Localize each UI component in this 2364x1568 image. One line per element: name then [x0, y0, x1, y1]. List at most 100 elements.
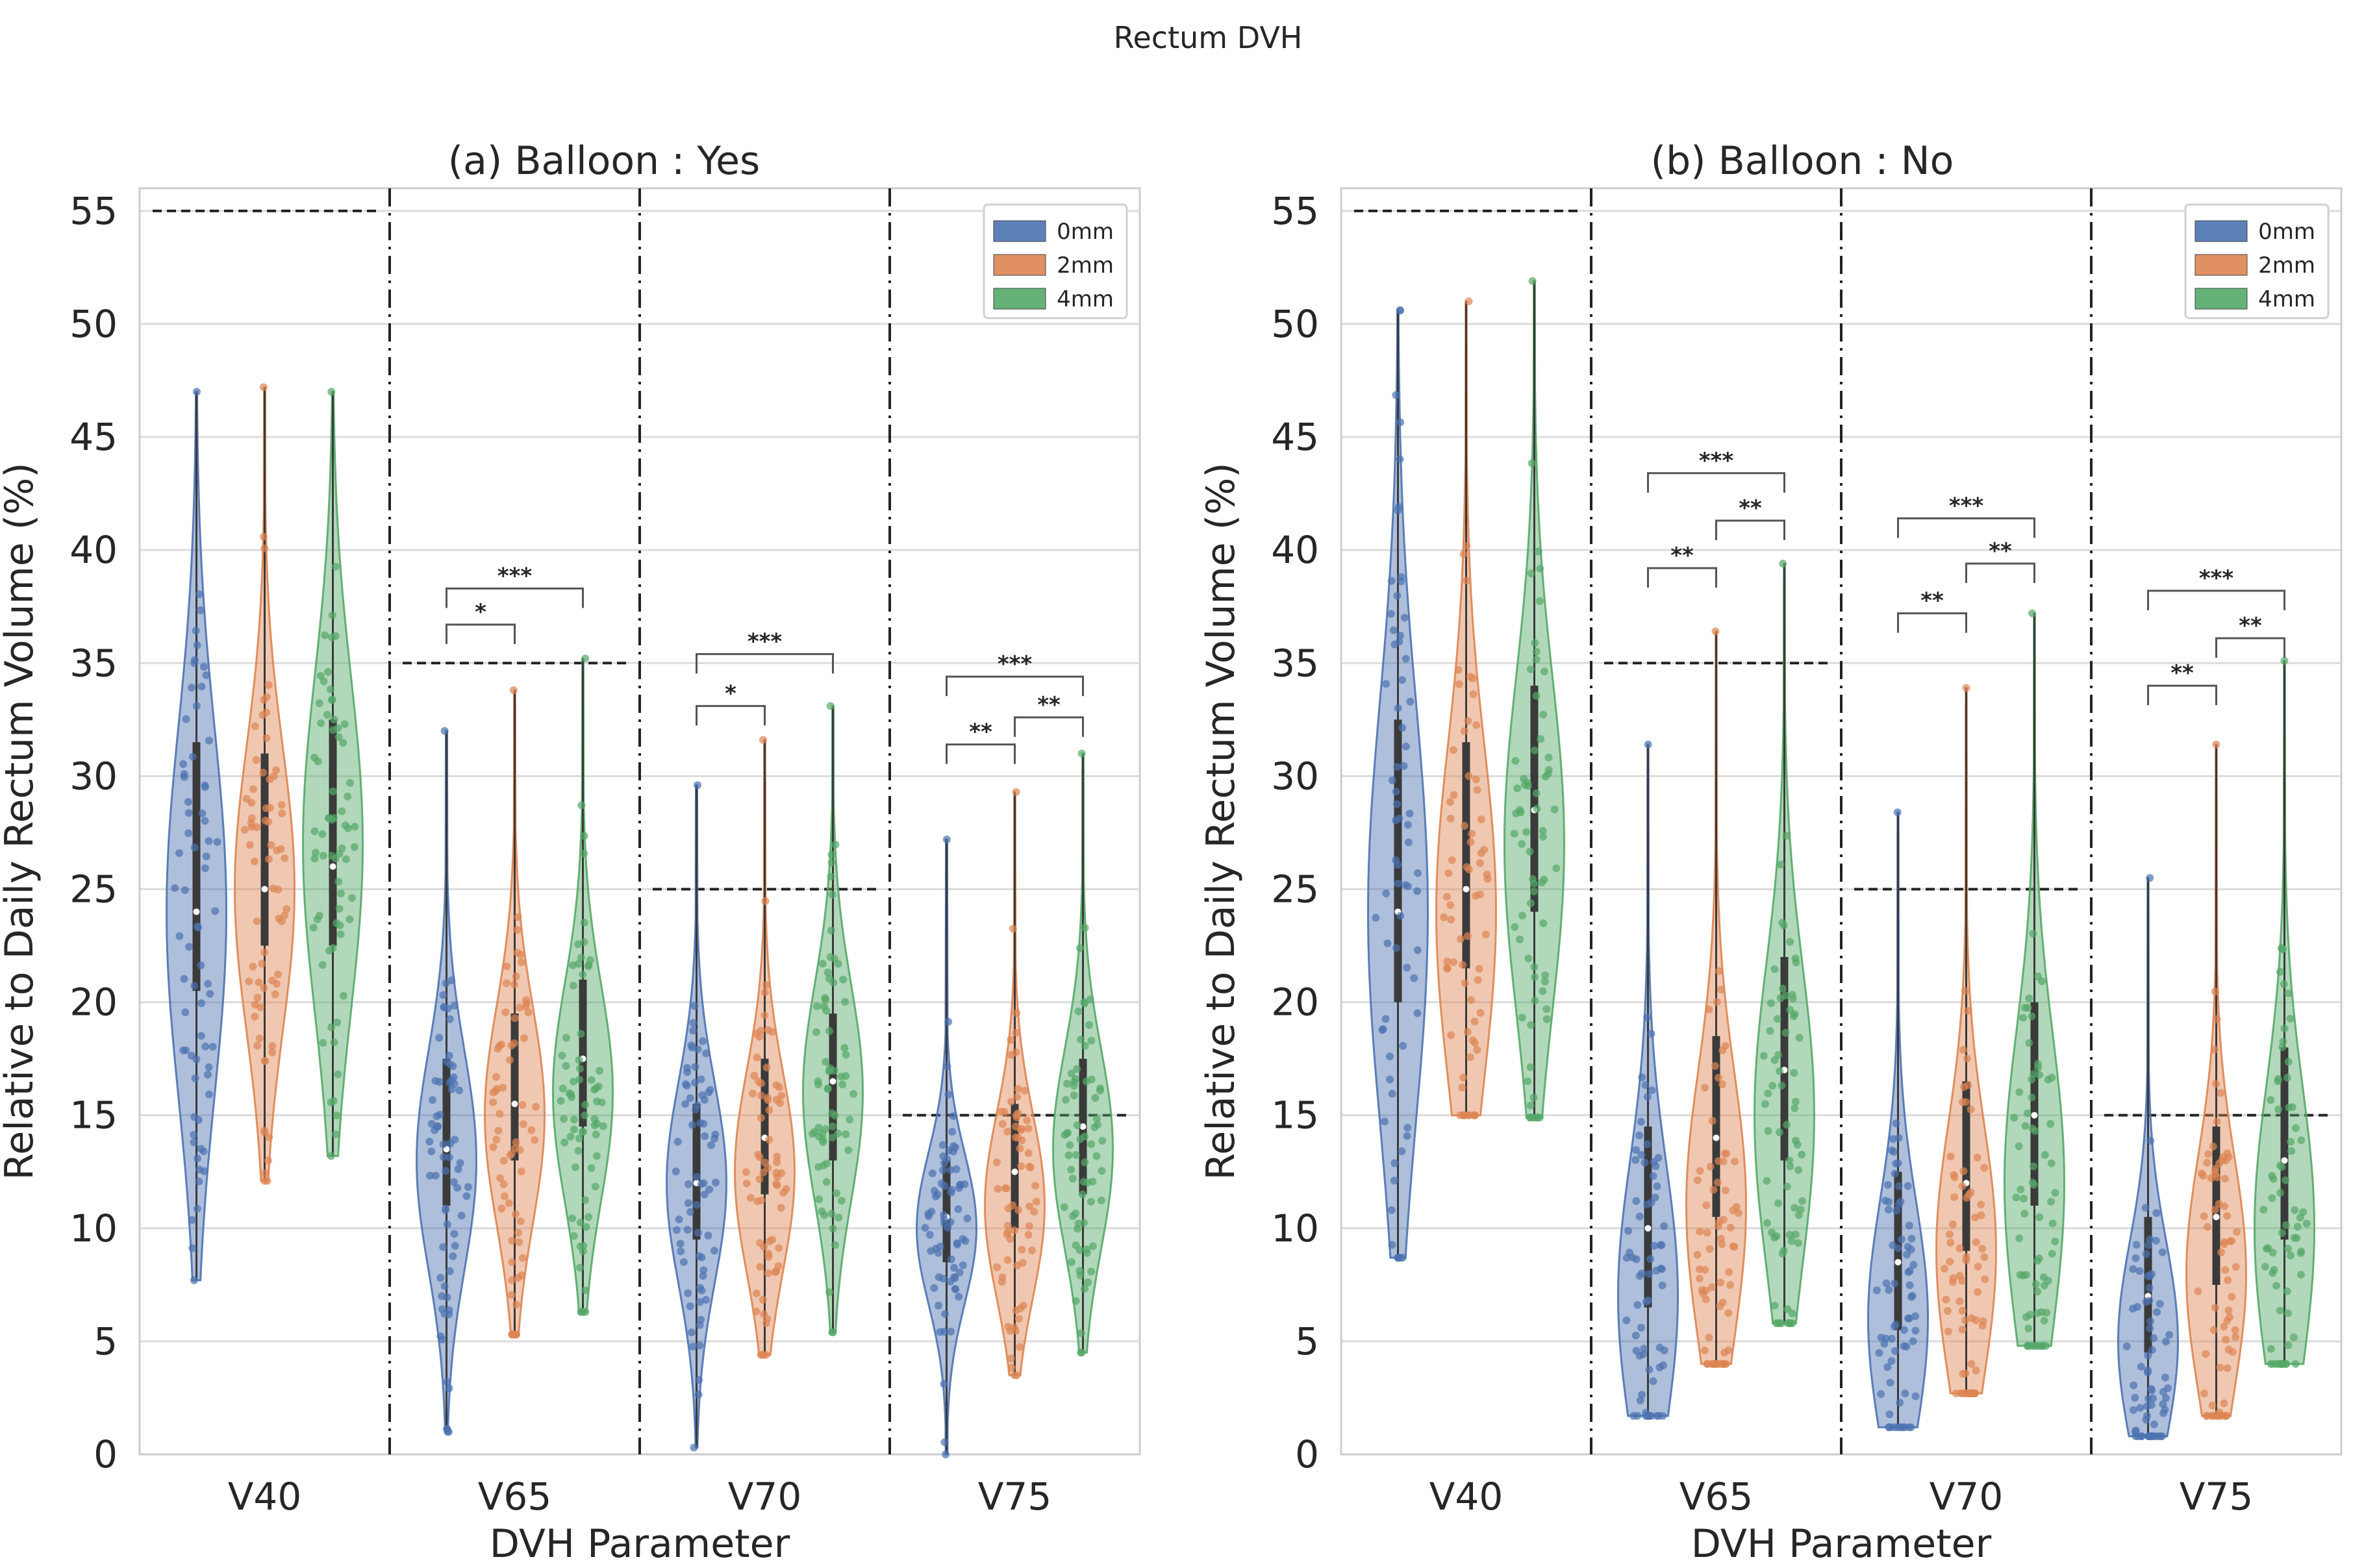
data-point: [675, 1215, 683, 1224]
data-point: [1900, 1326, 1908, 1334]
data-point: [1011, 1133, 1020, 1141]
data-point: [193, 1204, 201, 1213]
data-point: [2152, 1236, 2160, 1245]
data-point: [2288, 1103, 2296, 1112]
data-point: [2224, 1306, 2233, 1315]
significance-bracket: [1965, 562, 2035, 584]
data-point: [1655, 1363, 1664, 1371]
data-point: [1759, 1052, 1768, 1060]
data-point: [1882, 1279, 1891, 1288]
data-point: [1637, 1323, 1645, 1332]
data-point: [849, 1089, 857, 1098]
significance-bracket: [1647, 472, 1785, 493]
data-point: [2131, 1393, 2139, 1402]
data-point: [921, 1224, 929, 1232]
data-point: [247, 814, 256, 823]
data-point: [2302, 1219, 2311, 1228]
data-point: [1895, 1182, 1903, 1190]
data-point: [946, 1218, 955, 1226]
data-point: [1524, 1077, 1532, 1086]
data-point: [1396, 418, 1405, 427]
data-point: [1387, 610, 1395, 618]
data-point: [2165, 1330, 2174, 1339]
data-point: [685, 1180, 692, 1188]
y-tick-label: 45: [69, 415, 118, 459]
data-point: [1622, 1316, 1631, 1325]
data-point: [707, 1141, 715, 1149]
data-point: [1959, 1046, 1968, 1054]
data-point: [1004, 1204, 1012, 1213]
data-point: [2232, 1333, 2240, 1341]
data-point: [1513, 784, 1522, 793]
data-point: [532, 1102, 540, 1111]
data-point: [944, 1017, 953, 1026]
violin-box: [1530, 686, 1539, 912]
x-tick-label: V70: [728, 1475, 801, 1519]
data-point: [681, 1100, 690, 1108]
data-point: [1522, 828, 1531, 836]
data-point: [197, 961, 205, 969]
data-point: [1460, 821, 1468, 830]
data-point: [1949, 1274, 1957, 1282]
data-point: [2280, 656, 2289, 665]
data-point: [197, 1032, 205, 1040]
data-point: [253, 917, 261, 925]
violin-box: [579, 979, 587, 1127]
data-point: [942, 835, 951, 843]
data-point: [502, 979, 510, 988]
data-point: [310, 854, 319, 863]
data-point: [694, 1228, 702, 1237]
data-point: [1481, 930, 1490, 939]
data-point: [1776, 994, 1785, 1002]
data-point: [508, 1276, 516, 1284]
data-point: [568, 1214, 577, 1223]
data-point: [1526, 1114, 1534, 1122]
data-point: [932, 1245, 940, 1252]
y-tick-label: 0: [94, 1432, 118, 1476]
data-point: [1778, 919, 1787, 927]
data-point: [197, 999, 205, 1008]
data-point: [2051, 1189, 2059, 1197]
data-point: [827, 1210, 836, 1218]
data-point: [1074, 1219, 1083, 1228]
data-point: [1537, 735, 1545, 743]
data-point: [1078, 1190, 1087, 1199]
data-point: [596, 1067, 604, 1075]
data-point: [776, 1099, 785, 1107]
data-point: [1394, 503, 1403, 511]
data-point: [580, 938, 588, 946]
significance-bracket: [2147, 684, 2217, 706]
data-point: [1003, 1256, 1012, 1264]
significance-bracket: [446, 623, 516, 645]
data-point: [812, 1028, 820, 1036]
data-point: [1978, 1321, 1987, 1330]
data-point: [427, 1147, 436, 1156]
data-point: [449, 1178, 458, 1186]
data-point: [2233, 1228, 2241, 1236]
data-point: [328, 633, 336, 641]
data-point: [171, 884, 179, 892]
data-point: [2217, 1089, 2225, 1097]
data-point: [1472, 721, 1481, 729]
data-point: [1720, 1149, 1729, 1158]
data-point: [1718, 1046, 1727, 1054]
y-tick-label: 5: [1295, 1319, 1319, 1363]
data-point: [2147, 1270, 2156, 1278]
data-point: [1638, 1391, 1646, 1399]
data-point: [1532, 655, 1540, 664]
data-point: [2267, 1096, 2275, 1104]
data-point: [1073, 1121, 1081, 1129]
data-point: [940, 1159, 948, 1167]
data-point: [831, 840, 840, 849]
data-point: [1060, 1203, 1068, 1212]
data-point: [494, 1126, 503, 1135]
data-point: [2293, 1223, 2302, 1231]
data-point: [451, 1241, 459, 1250]
data-point: [570, 1077, 577, 1086]
data-point: [2150, 1432, 2159, 1441]
data-point: [690, 1443, 698, 1452]
data-point: [1390, 1176, 1398, 1185]
data-point: [587, 1076, 596, 1084]
data-point: [1971, 1213, 1980, 1222]
data-point: [438, 1336, 446, 1343]
